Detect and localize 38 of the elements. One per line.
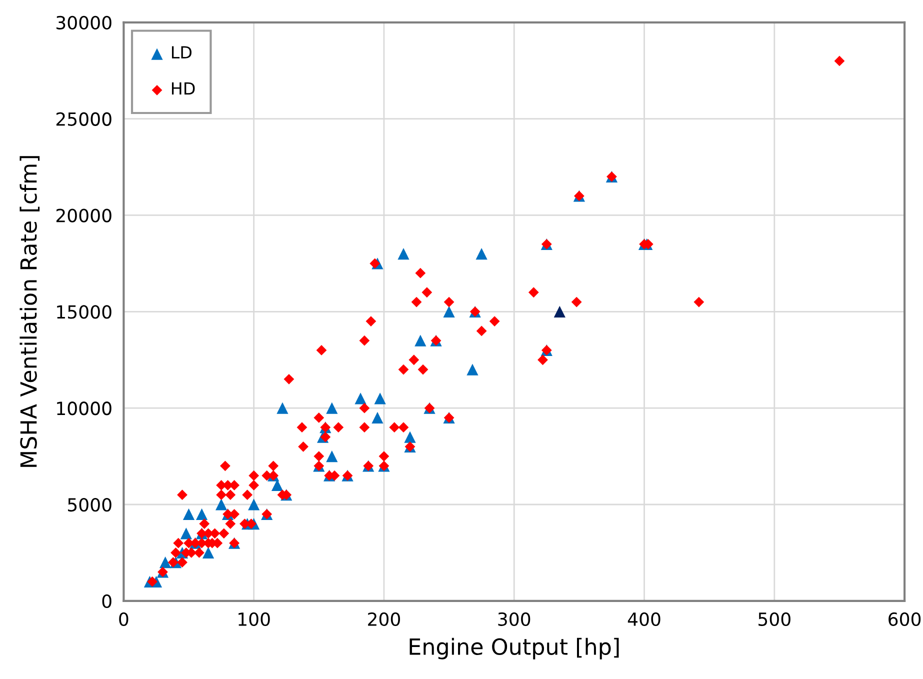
y-tick-label: 5000 (68, 498, 112, 512)
x-tick-label: 400 (628, 612, 660, 626)
point (466, 364, 478, 376)
point (160, 556, 172, 568)
point (476, 248, 488, 260)
y-tick-label: 15000 (57, 305, 112, 319)
y-tick-label: 30000 (56, 16, 112, 30)
point (326, 450, 338, 462)
point (354, 392, 366, 404)
x-tick-label: 200 (368, 612, 400, 626)
y-axis-title: MSHA Ventilation Rate [cfm] (20, 156, 40, 467)
point (215, 498, 228, 510)
point (180, 528, 192, 540)
point (182, 508, 195, 520)
point (554, 306, 566, 318)
point (372, 412, 384, 424)
x-tick-label: 600 (888, 612, 921, 626)
point (276, 402, 288, 414)
point (398, 248, 410, 260)
point (374, 392, 386, 404)
legend-label: LD (172, 46, 192, 58)
x-tick-label: 500 (758, 612, 790, 626)
x-tick-label: 100 (238, 612, 270, 626)
point (248, 498, 260, 510)
x-tick-label: 0 (119, 612, 128, 626)
point (414, 334, 426, 346)
point (443, 306, 455, 318)
y-tick-label: 10000 (57, 402, 112, 416)
y-tick-label: 0 (102, 594, 112, 608)
y-tick-label: 20000 (56, 208, 112, 222)
x-axis-title: Engine Output [hp] (410, 638, 619, 660)
point (404, 431, 416, 443)
x-tick-label: 300 (498, 612, 530, 626)
point (202, 546, 214, 559)
point (196, 508, 208, 520)
point (326, 402, 338, 414)
legend-label: HD (172, 82, 195, 95)
y-tick-label: 25000 (56, 112, 112, 126)
